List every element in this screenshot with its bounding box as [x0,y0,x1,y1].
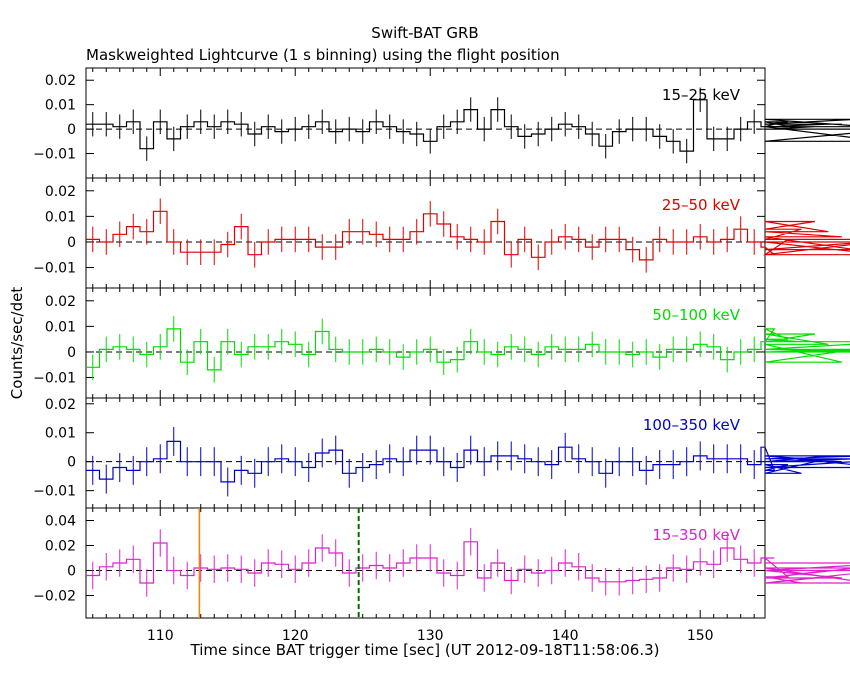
y-tick-label: −0.02 [33,589,76,605]
y-tick-label: 0.02 [45,397,76,413]
panel-frame [85,397,766,509]
x-tick-label: 150 [687,628,714,644]
band-label: 100–350 keV [643,416,741,434]
band-label: 50–100 keV [652,306,740,324]
y-tick-label: 0 [67,455,76,471]
panel-frame [85,287,766,399]
band-label: 25–50 keV [662,196,741,214]
y-tick-label: 0.02 [45,184,76,200]
y-tick-label: 0.01 [45,319,76,335]
y-tick-label: −0.01 [33,261,76,277]
series-step-line [86,328,850,371]
y-tick-label: 0.01 [45,98,76,114]
y-tick-label: 0.02 [45,294,76,310]
panel-frame [85,507,766,619]
panel-3: 0.02 0.01 0 −0.01 50–100 keV [33,287,850,399]
y-tick-label: −0.01 [33,484,76,500]
series-step-line [86,99,850,152]
x-axis-label: Time since BAT trigger time [sec] (UT 20… [190,641,660,659]
y-tick-label: 0.01 [45,209,76,225]
band-label: 15–350 keV [652,526,740,544]
chart-title: Swift-BAT GRB [371,24,478,42]
chart-subtitle: Maskweighted Lightcurve (1 s binning) us… [86,46,560,64]
y-tick-label: 0 [67,564,76,580]
y-tick-label: 0.02 [45,539,76,555]
panel-frame [85,177,766,289]
panel-2: 0.02 0.01 0 −0.01 25–50 keV [33,177,850,289]
x-tick-label: 140 [552,628,579,644]
series-step-line [86,210,850,261]
panel-frame [85,67,766,179]
x-tick-label: 110 [147,628,174,644]
y-tick-label: 0.01 [45,426,76,442]
y-axis-label: Counts/sec/det [8,287,26,400]
panels-group: 0.02 0.01 0 −0.01 15–25 keV 0.02 0.01 0 −0.01 25–… [33,67,850,644]
y-tick-label: 0.04 [45,514,76,530]
panel-1: 0.02 0.01 0 −0.01 15–25 keV [33,67,850,179]
x-tick-label: 130 [417,628,444,644]
panel-5: 0.04 0.02 0 −0.02 15–350 keV 110 120 130 140 150 [33,507,850,644]
y-tick-label: 0 [67,345,76,361]
y-tick-label: −0.01 [33,371,76,387]
y-tick-label: −0.01 [33,147,76,163]
y-tick-label: 0 [67,235,76,251]
series-step-line [86,440,850,483]
y-tick-label: 0.02 [45,73,76,89]
band-label: 15–25 keV [662,86,741,104]
panel-4: 0.02 0.01 0 −0.01 100–350 keV [33,397,850,509]
y-tick-label: 0 [67,122,76,138]
x-tick-label: 120 [282,628,309,644]
